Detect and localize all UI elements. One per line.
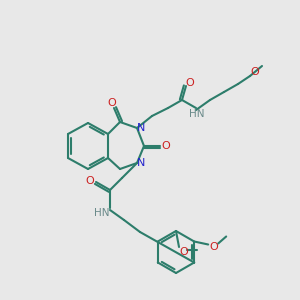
Text: O: O: [210, 242, 219, 251]
Text: HN: HN: [189, 109, 205, 119]
Text: HN: HN: [94, 208, 110, 218]
Text: O: O: [180, 247, 188, 257]
Text: N: N: [137, 123, 145, 133]
Text: O: O: [85, 176, 94, 186]
Text: N: N: [137, 158, 145, 168]
Text: O: O: [186, 78, 194, 88]
Text: O: O: [162, 141, 170, 151]
Text: O: O: [250, 67, 260, 77]
Text: O: O: [108, 98, 116, 108]
